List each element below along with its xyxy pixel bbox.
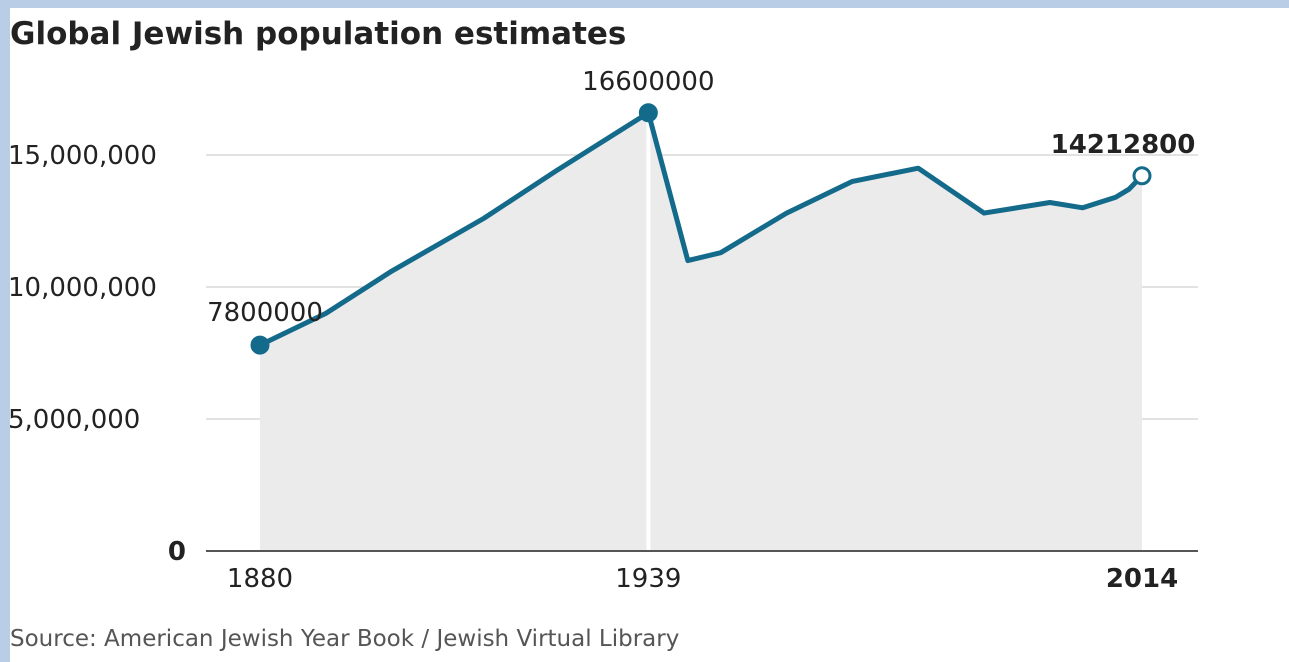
data-point-marker xyxy=(638,103,658,123)
y-tick-label: 5,000,000 xyxy=(10,405,140,435)
y-tick-label: 0 xyxy=(168,537,186,567)
chart-svg: 0 5,000,000 10,000,000 15,000,000 1880 1939 20… xyxy=(10,67,1198,594)
x-tick-label: 1880 xyxy=(227,564,293,594)
data-label: 14212800 xyxy=(1051,130,1196,160)
data-point-marker xyxy=(1132,166,1152,186)
y-tick-label: 10,000,000 xyxy=(10,273,157,303)
chart-title: Global Jewish population estimates xyxy=(10,16,627,52)
data-label: 16600000 xyxy=(582,67,714,97)
data-label: 7800000 xyxy=(207,298,323,328)
y-tick-label: 15,000,000 xyxy=(10,141,157,171)
data-point-marker xyxy=(250,335,270,355)
series-line xyxy=(257,110,1145,348)
x-tick-label: 1939 xyxy=(615,564,681,594)
x-tick-label: 2014 xyxy=(1106,564,1178,594)
chart-frame: Global Jewish population estimates 0 5,00… xyxy=(10,8,1289,662)
chart-source: Source: American Jewish Year Book / Jewi… xyxy=(10,626,680,652)
area-fill xyxy=(260,112,1142,551)
